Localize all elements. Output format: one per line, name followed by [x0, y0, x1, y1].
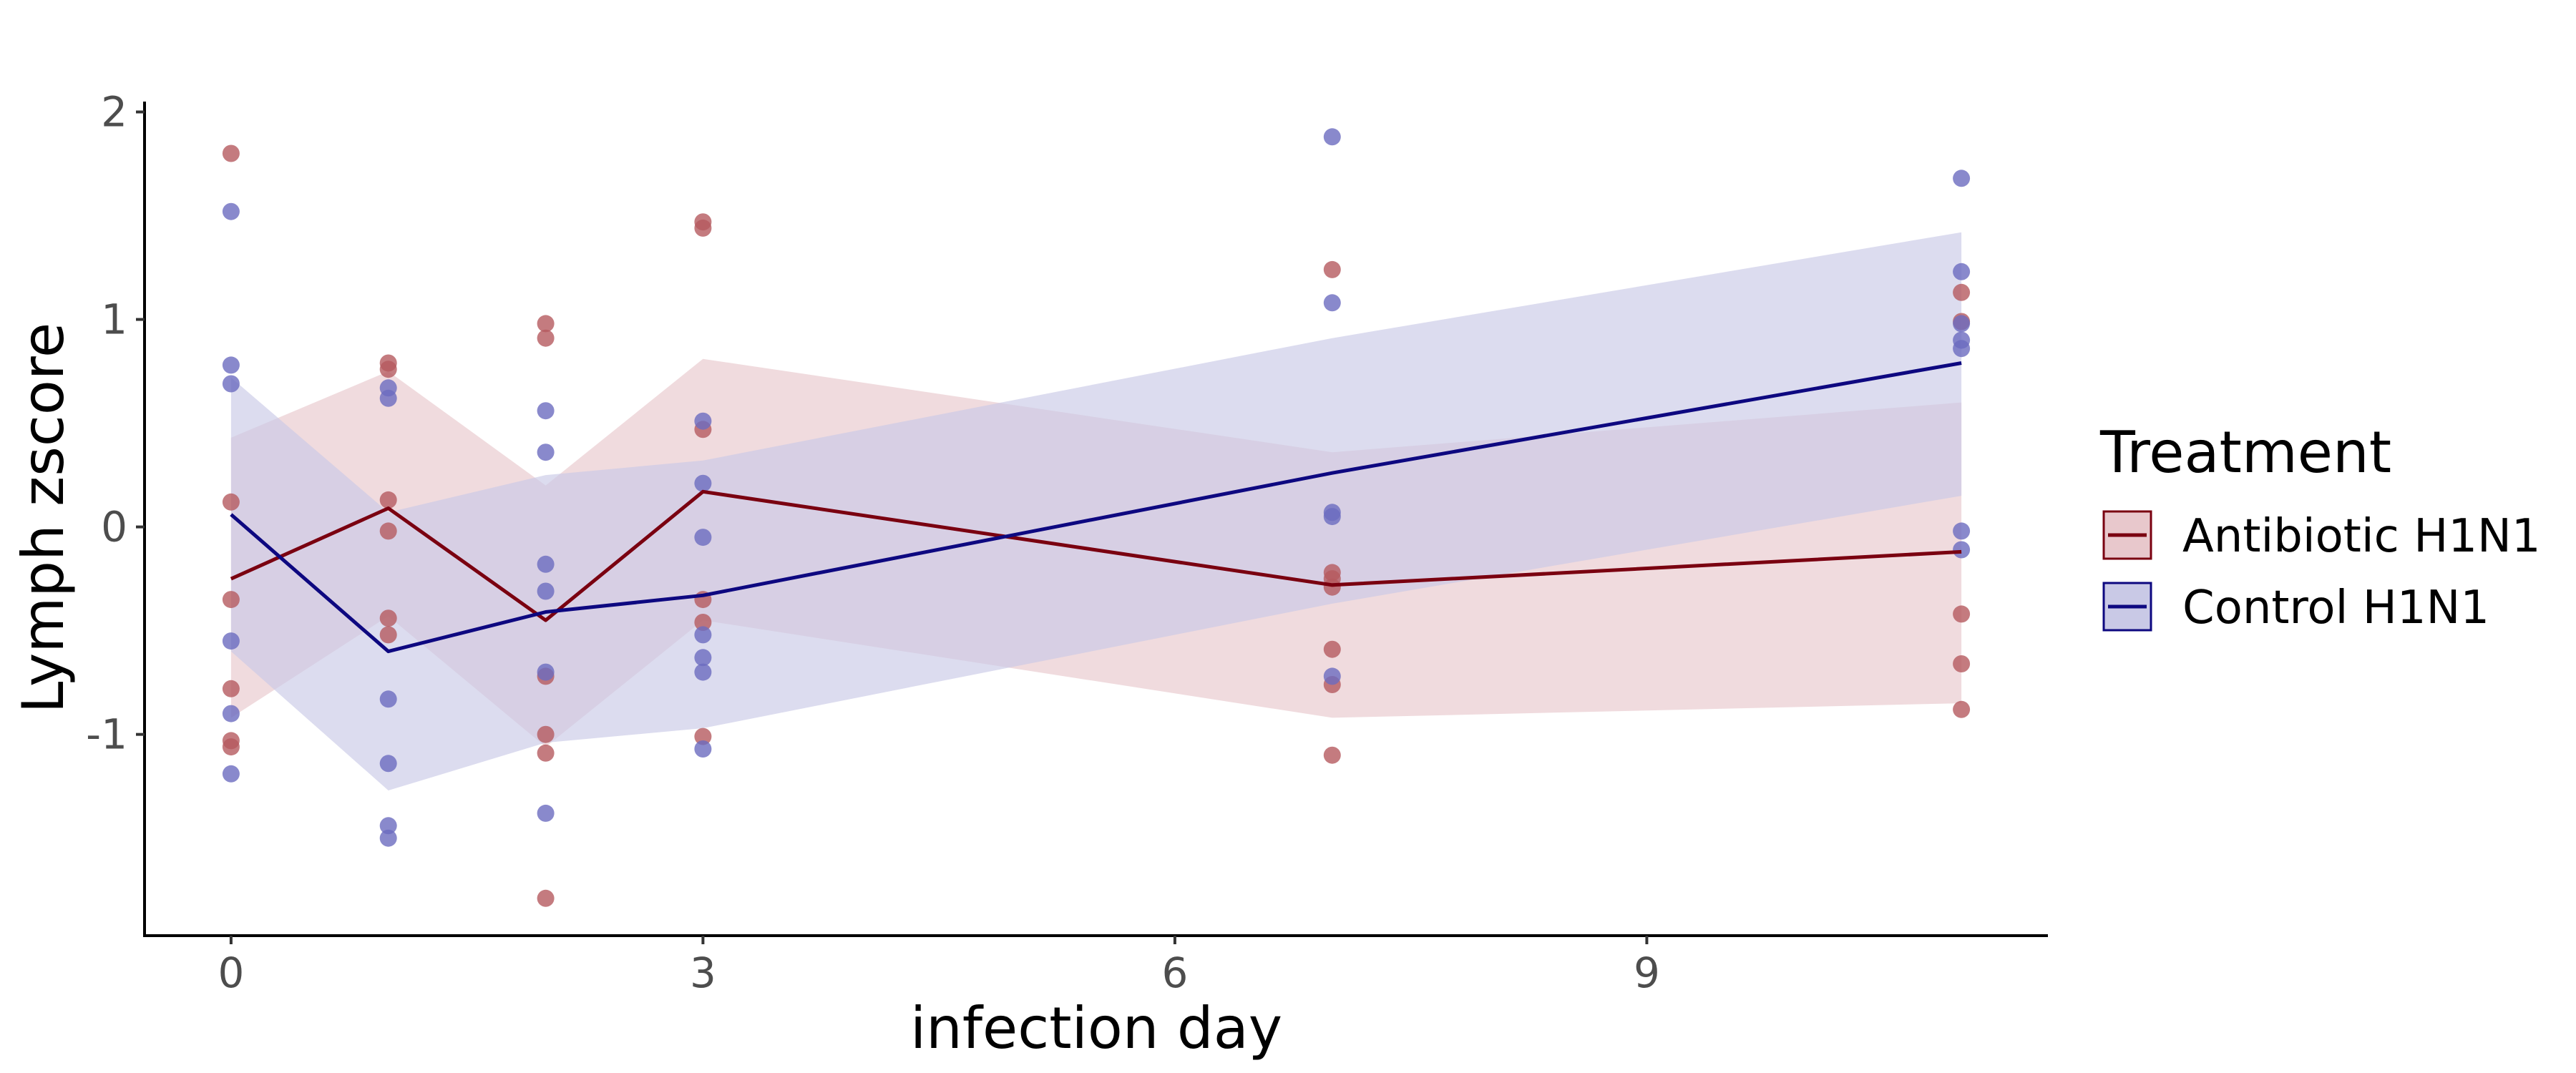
point-series-1-23: [694, 663, 712, 681]
point-series-1-26: [1323, 294, 1341, 312]
point-series-0-3: [222, 680, 240, 697]
points-layer: [222, 128, 1971, 907]
point-series-1-17: [537, 804, 555, 822]
x-axis-title: infection day: [910, 995, 1282, 1062]
point-series-1-14: [537, 555, 555, 573]
x-tick-label: 6: [1161, 949, 1188, 997]
point-series-1-16: [537, 663, 555, 681]
point-series-0-16: [537, 744, 555, 762]
point-series-0-22: [694, 614, 712, 631]
point-series-1-15: [537, 582, 555, 600]
point-series-0-9: [379, 522, 397, 540]
point-series-0-10: [379, 609, 397, 627]
y-axis-title: Lymph zscore: [10, 323, 77, 713]
point-series-1-18: [694, 412, 712, 430]
point-series-0-19: [694, 219, 712, 237]
point-series-0-12: [537, 315, 555, 333]
point-series-0-11: [379, 626, 397, 644]
line-series-0: [230, 489, 1962, 622]
point-series-1-31: [1953, 263, 1971, 280]
point-series-0-5: [222, 738, 240, 756]
point-series-1-36: [1953, 541, 1971, 559]
x-tick-label: 3: [690, 949, 716, 997]
point-series-0-31: [1953, 283, 1971, 301]
point-series-1-22: [694, 649, 712, 667]
point-series-1-35: [1953, 522, 1971, 540]
y-tick-label: 2: [101, 88, 127, 137]
point-series-0-15: [537, 725, 555, 743]
point-series-1-11: [379, 829, 397, 847]
x-tick-label: 9: [1634, 949, 1660, 997]
point-series-0-28: [1323, 640, 1341, 658]
ribbon-layer: [230, 232, 1962, 790]
point-series-1-29: [1323, 667, 1341, 685]
point-series-1-20: [694, 529, 712, 547]
point-series-1-13: [537, 444, 555, 461]
point-series-1-8: [379, 690, 397, 708]
line-series-1: [230, 361, 1962, 654]
point-series-1-19: [694, 474, 712, 492]
point-series-1-28: [1323, 508, 1341, 526]
point-series-1-1: [222, 356, 240, 374]
point-series-1-30: [1953, 170, 1971, 187]
point-series-0-8: [379, 491, 397, 509]
legend-title: Treatment: [2099, 419, 2391, 486]
point-series-1-3: [222, 632, 240, 650]
y-tick-label: -1: [86, 710, 127, 759]
point-series-0-7: [379, 361, 397, 378]
ribbon-series-1: [230, 232, 1962, 790]
point-series-0-17: [537, 889, 555, 907]
point-series-1-7: [379, 389, 397, 407]
point-series-1-4: [222, 705, 240, 722]
point-series-0-1: [222, 493, 240, 511]
point-series-0-13: [537, 329, 555, 347]
point-series-0-34: [1953, 655, 1971, 672]
y-ticks: -1 0 1 2: [86, 88, 145, 759]
point-series-1-9: [379, 755, 397, 773]
point-series-1-25: [1323, 128, 1341, 146]
legend-label: Control H1N1: [2182, 582, 2489, 635]
point-series-0-33: [1953, 605, 1971, 623]
point-series-1-10: [379, 817, 397, 835]
point-series-1-32: [1953, 315, 1971, 333]
point-series-0-24: [1323, 260, 1341, 278]
x-ticks: 0 3 6 9: [218, 936, 1660, 997]
point-series-1-2: [222, 375, 240, 393]
legend: Treatment Antibiotic H1N1 Control H1N1: [2099, 419, 2541, 635]
y-tick-label: 0: [101, 503, 127, 552]
mean-lines-layer: [230, 361, 1962, 654]
legend-label: Antibiotic H1N1: [2182, 510, 2541, 563]
point-series-1-21: [694, 626, 712, 644]
point-series-0-2: [222, 591, 240, 609]
point-series-1-34: [1953, 340, 1971, 358]
point-series-1-24: [694, 740, 712, 758]
point-series-1-5: [222, 765, 240, 783]
y-tick-label: 1: [101, 295, 127, 344]
legend-items: Antibiotic H1N1 Control H1N1: [2102, 510, 2541, 635]
point-series-0-30: [1323, 746, 1341, 764]
point-series-1-0: [222, 202, 240, 220]
point-series-0-27: [1323, 578, 1341, 596]
x-tick-label: 0: [218, 949, 244, 997]
point-series-1-12: [537, 402, 555, 420]
point-series-0-35: [1953, 700, 1971, 718]
point-series-0-23: [694, 727, 712, 745]
point-series-0-0: [222, 144, 240, 162]
